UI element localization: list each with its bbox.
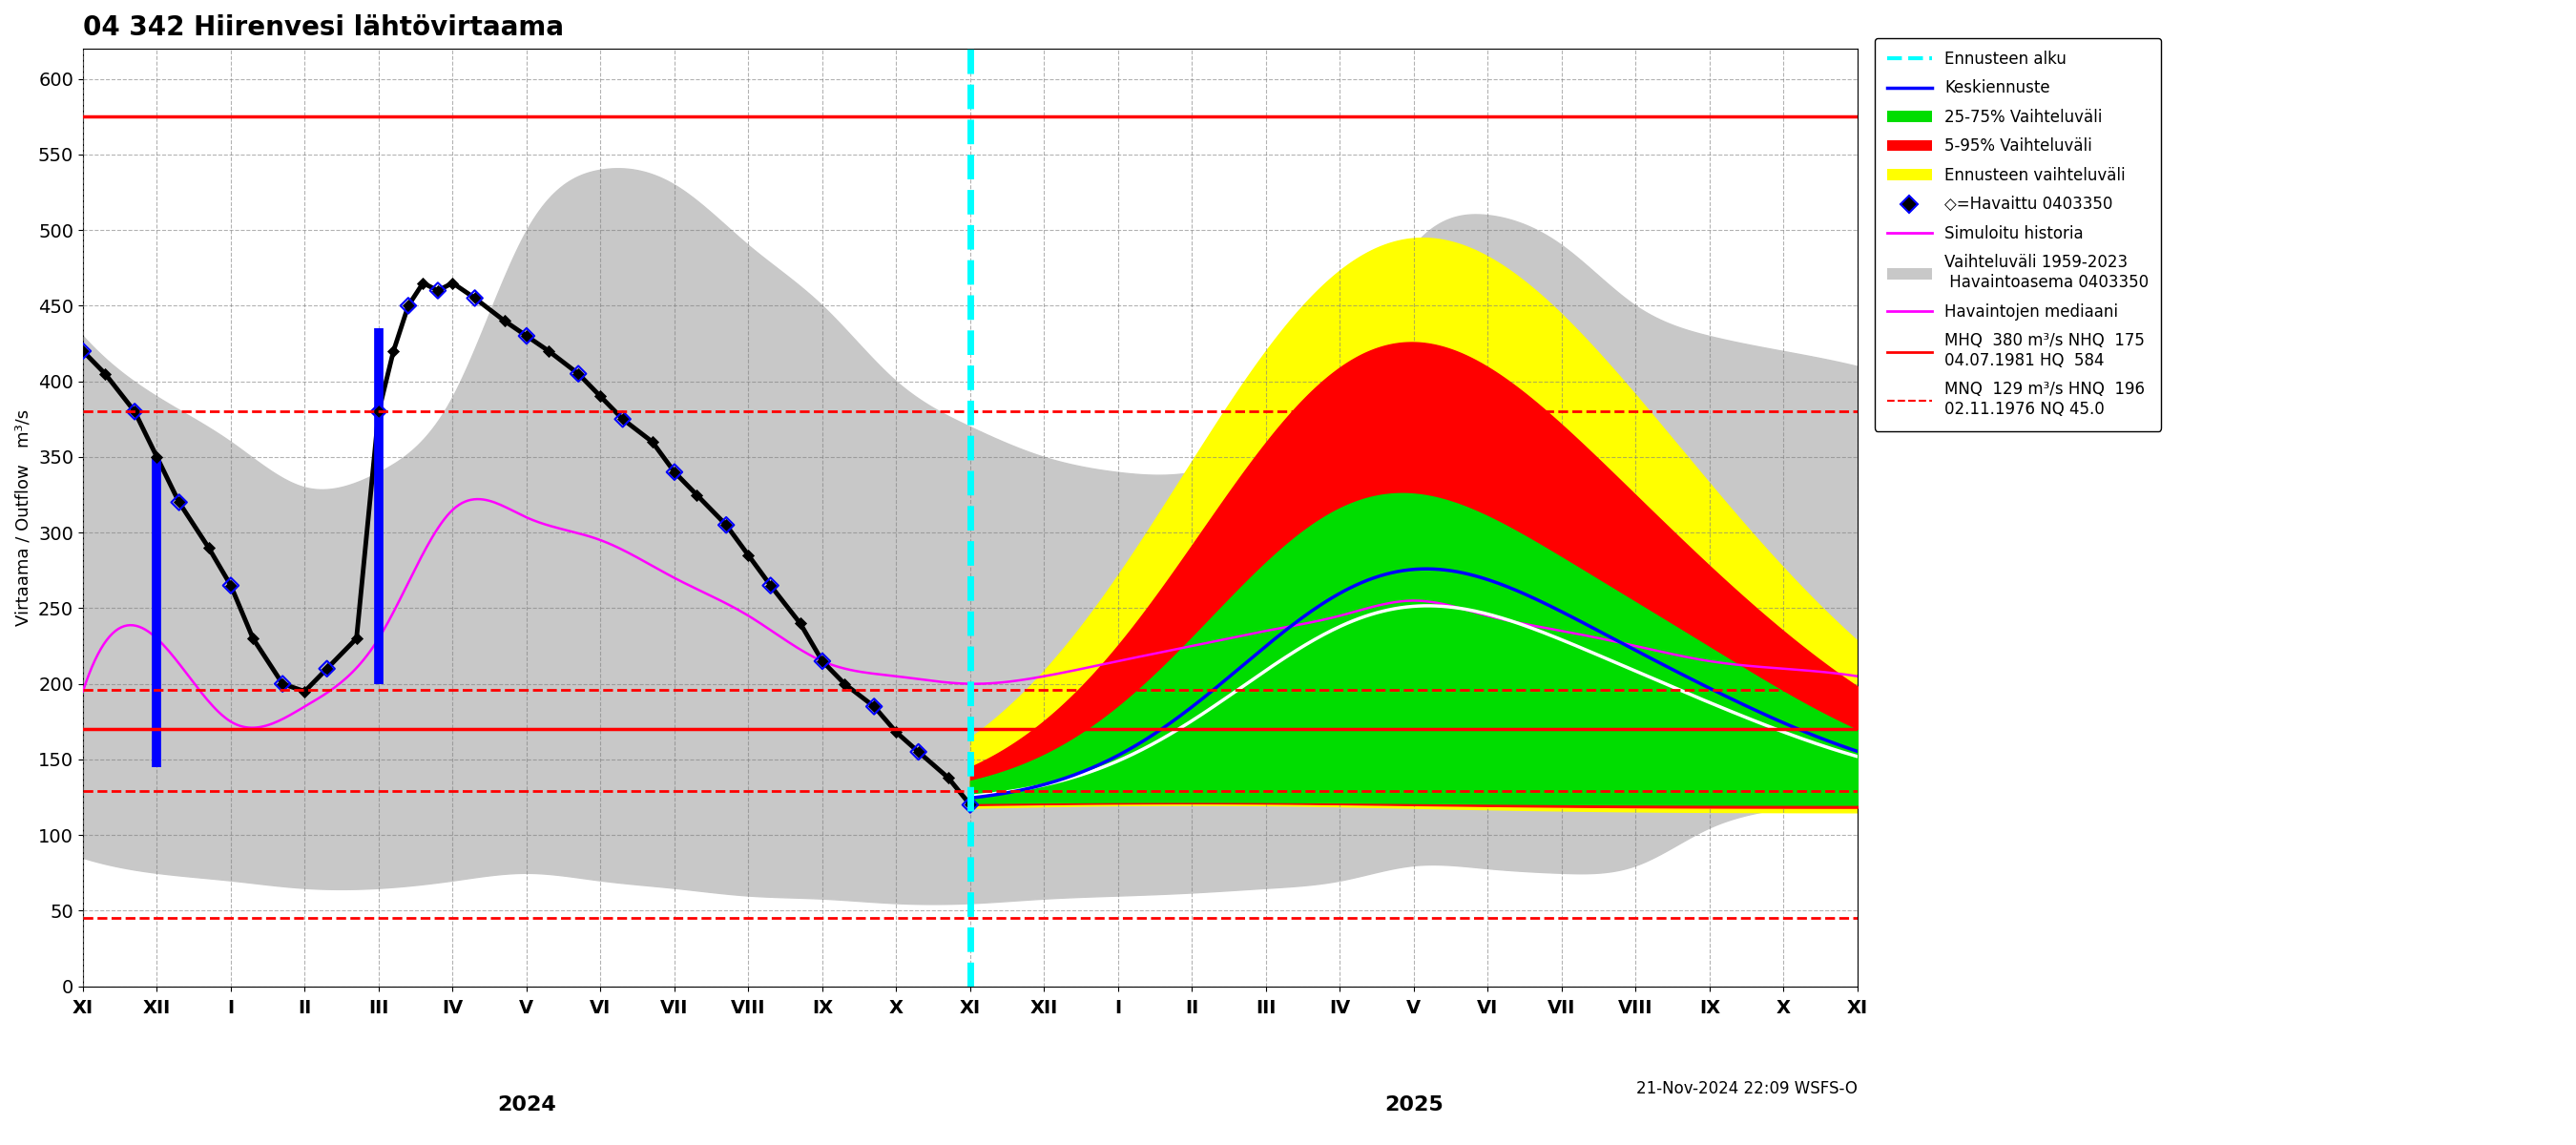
Text: 2024: 2024 [497,1096,556,1114]
Point [453,289,495,307]
Point [750,576,791,594]
Point [654,463,696,481]
Point [386,297,428,315]
Point [559,364,600,382]
Point [211,576,252,594]
Point [505,326,546,345]
Point [85,364,126,382]
Text: 2025: 2025 [1383,1096,1443,1114]
Point [484,311,526,330]
Point [358,402,399,420]
Point [386,297,428,315]
Point [853,697,894,716]
Point [453,289,495,307]
Point [113,402,155,420]
Point [307,660,348,678]
Point [631,433,672,451]
Point [899,743,940,761]
Point [675,485,716,504]
Point [335,630,376,648]
Point [211,576,252,594]
Point [706,516,747,535]
Point [62,342,103,361]
Point [160,493,201,512]
Point [307,660,348,678]
Point [232,630,273,648]
Point [750,576,791,594]
Point [824,674,866,693]
Point [505,326,546,345]
Point [417,282,459,300]
Point [899,743,940,761]
Text: 04 342 Hiirenvesi lähtövirtaama: 04 342 Hiirenvesi lähtövirtaama [82,14,564,41]
Point [801,652,842,670]
Point [374,342,415,361]
Y-axis label: Virtaama / Outflow   m³/s: Virtaama / Outflow m³/s [15,409,31,626]
Point [951,796,992,814]
Point [62,342,103,361]
Point [706,516,747,535]
Point [876,722,917,741]
Point [603,410,644,428]
Point [160,493,201,512]
Point [263,674,304,693]
Point [263,674,304,693]
Point [433,274,474,292]
Point [417,282,459,300]
Point [603,410,644,428]
Point [113,402,155,420]
Point [951,796,992,814]
Point [283,682,325,701]
Point [580,387,621,405]
Point [137,448,178,466]
Point [402,274,443,292]
Legend: Ennusteen alku, Keskiennuste, 25-75% Vaihteluväli, 5-95% Vaihteluväli, Ennusteen: Ennusteen alku, Keskiennuste, 25-75% Vai… [1875,38,2161,431]
Text: 21-Nov-2024 22:09 WSFS-O: 21-Nov-2024 22:09 WSFS-O [1636,1080,1857,1097]
Point [358,402,399,420]
Point [528,342,569,361]
Point [654,463,696,481]
Point [729,546,770,564]
Point [927,768,969,787]
Point [801,652,842,670]
Point [781,614,822,632]
Point [853,697,894,716]
Point [188,538,229,556]
Point [559,364,600,382]
